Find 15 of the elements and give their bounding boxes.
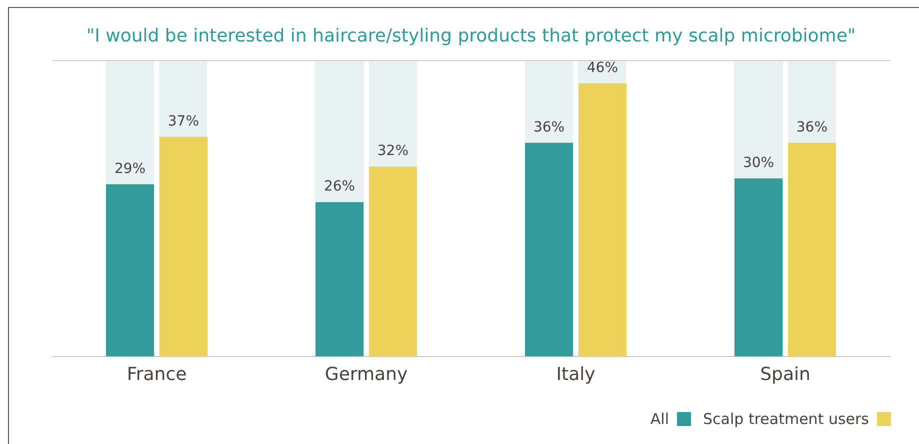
legend-label: Scalp treatment users (703, 410, 869, 428)
data-label: 37% (168, 113, 200, 130)
data-label: 32% (377, 143, 409, 160)
x-tick-label: Germany (324, 364, 408, 385)
x-tick-label: France (126, 364, 187, 385)
data-label: 46% (586, 60, 618, 76)
x-tick-label: Spain (760, 364, 810, 385)
data-label: 36% (796, 119, 828, 136)
data-label: 26% (324, 178, 356, 195)
data-label: 36% (533, 119, 565, 136)
legend-label: All (650, 410, 670, 428)
chart-title: "I would be interested in haircare/styling products that protect my scalp microbiome" (86, 25, 856, 46)
data-label: 30% (742, 154, 774, 171)
x-tick-label: Italy (556, 364, 596, 385)
data-label: 29% (114, 160, 146, 177)
